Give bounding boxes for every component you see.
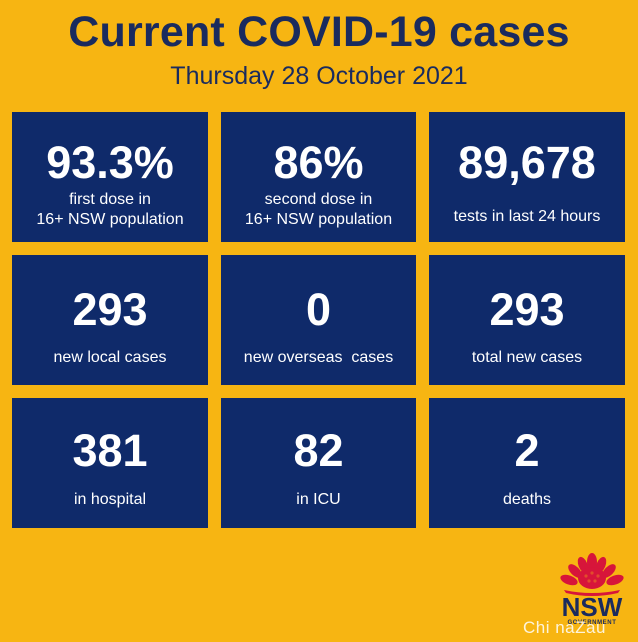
stat-label-line: in ICU (296, 491, 341, 508)
stat-label-line: new local cases (53, 349, 167, 366)
stat-label: new overseas cases (221, 348, 416, 368)
stat-value: 82 (293, 425, 344, 476)
stat-tile-total-new-cases: 293 total new cases (429, 255, 625, 385)
stat-label-line: 16+ NSW population (244, 211, 393, 228)
stat-value: 293 (489, 284, 565, 335)
stat-tile-deaths: 2 deaths (429, 398, 625, 528)
stat-value: 2 (514, 425, 540, 476)
stat-label-line: deaths (502, 491, 552, 508)
stat-tile-new-local-cases: 293 new local cases (12, 255, 208, 385)
stat-tile-second-dose: 86% second dose in 16+ NSW population (221, 112, 416, 242)
nsw-government-logo: NSW GOVERNMENT (552, 552, 632, 637)
stat-value: 0 (305, 284, 332, 335)
stat-label-line: second dose in (264, 191, 373, 208)
stat-label: first dose in 16+ NSW population (12, 190, 208, 230)
stat-label: second dose in 16+ NSW population (221, 190, 416, 230)
stat-tile-in-hospital: 381 in hospital (12, 398, 208, 528)
stat-label: total new cases (429, 348, 625, 368)
stat-label-line: tests in last 24 hours (453, 208, 601, 225)
stat-value: 89,678 (458, 137, 596, 188)
stat-value: 381 (72, 425, 148, 476)
stat-label-line: in hospital (73, 491, 147, 508)
stat-label-line: 16+ NSW population (36, 211, 184, 228)
stat-tile-first-dose: 93.3% first dose in 16+ NSW population (12, 112, 208, 242)
stat-label: tests in last 24 hours (429, 207, 625, 227)
stat-label: deaths (429, 490, 625, 510)
stat-label-line: first dose in (69, 191, 151, 208)
stat-tile-new-overseas-cases: 0 new overseas cases (221, 255, 416, 385)
watermark-text: Chi naZau (523, 618, 606, 637)
stat-label-line: total new cases (471, 349, 583, 366)
logo-subtext: GOVERNMENT (567, 620, 617, 626)
stat-label: in ICU (221, 490, 416, 510)
stat-label: new local cases (12, 348, 208, 368)
stat-value: 93.3% (46, 137, 174, 188)
stat-tile-tests: 89,678 tests in last 24 hours (429, 112, 625, 242)
stat-label: in hospital (12, 490, 208, 510)
stat-value: 86% (273, 137, 364, 188)
page-title: Current COVID-19 cases (68, 8, 570, 56)
logo-wordmark: NSW (561, 592, 623, 622)
waratah-flower-icon (560, 553, 624, 596)
stat-label-line: new overseas cases (243, 349, 394, 366)
stat-tile-in-icu: 82 in ICU (221, 398, 416, 528)
stat-value: 293 (72, 284, 148, 335)
date-subtitle: Thursday 28 October 2021 (170, 62, 468, 90)
